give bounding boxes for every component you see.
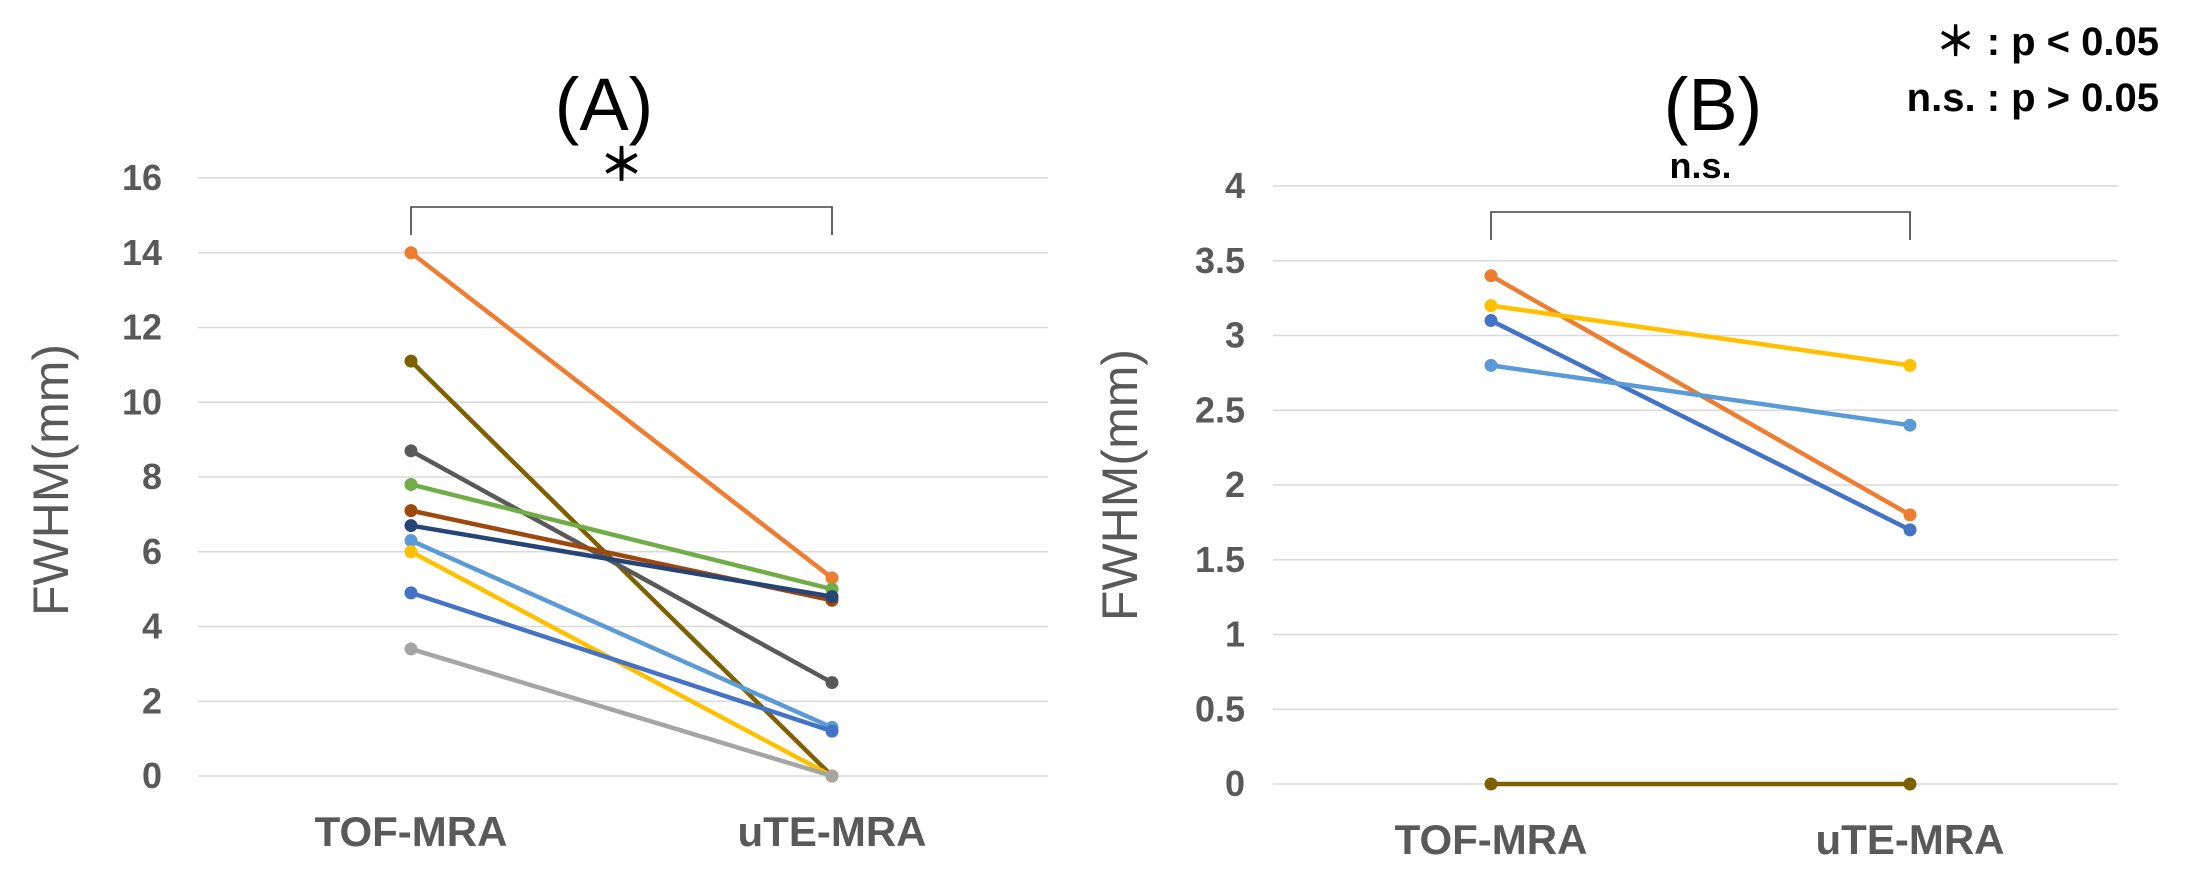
series-line [408, 590, 835, 734]
data-point [1484, 299, 1498, 313]
series-series-5 [404, 504, 839, 607]
series-line [1488, 363, 1913, 428]
y-tick-label: 14 [122, 232, 162, 273]
significance-label: n.s. [1669, 145, 1731, 186]
significance-bracket [410, 206, 833, 235]
y-tick-label: 1.5 [1195, 539, 1245, 580]
y-tick-label: 10 [122, 381, 162, 422]
data-point [404, 246, 418, 260]
chart-title: (A) [555, 63, 654, 146]
y-tick-label: 2 [142, 680, 162, 721]
chart-a: 0 2 4 6 8 10 12 14 16 TOF-MRA uTE-MRA FWHM(mm) (A)＊ [23, 63, 1048, 855]
series-series-1 [404, 246, 839, 585]
significance-bracket [1490, 211, 1911, 240]
legend-line-not-significant: n.s. : p > 0.05 [1906, 76, 2159, 120]
x-tick-label: TOF-MRA [315, 808, 508, 855]
series-line [408, 482, 835, 592]
series-series-4 [1484, 358, 1917, 432]
data-point [825, 724, 839, 738]
data-point [1484, 358, 1498, 372]
y-tick-label: 2.5 [1195, 389, 1245, 430]
data-point [404, 477, 418, 491]
data-point [1903, 358, 1917, 372]
data-point [404, 354, 418, 368]
series-series-3 [404, 444, 839, 690]
data-point [404, 444, 418, 458]
data-point [1903, 777, 1917, 791]
y-tick-label: 3.5 [1195, 240, 1245, 281]
data-point [1484, 269, 1498, 283]
data-point [404, 545, 418, 559]
data-point [404, 586, 418, 600]
data-point [1903, 523, 1917, 537]
series-series-3 [1484, 314, 1917, 537]
data-point [1903, 508, 1917, 522]
y-tick-label: 2 [1225, 464, 1245, 505]
y-tick-label: 12 [122, 307, 162, 348]
data-point [825, 571, 839, 585]
y-tick-label: 0 [142, 755, 162, 796]
series-line [408, 646, 835, 779]
x-tick-label: uTE-MRA [738, 808, 927, 855]
y-tick-label: 3 [1225, 315, 1245, 356]
y-tick-label: 4 [1225, 165, 1245, 206]
significance-label: ＊ [600, 141, 644, 190]
data-point [404, 519, 418, 533]
series-line [408, 538, 835, 730]
x-tick-label: uTE-MRA [1816, 816, 2005, 863]
y-axis-label: FWHM(mm) [1092, 349, 1148, 621]
data-point [825, 769, 839, 783]
data-point [404, 504, 418, 518]
data-point [404, 642, 418, 656]
y-tick-label: 4 [142, 606, 162, 647]
y-tick-label: 16 [122, 157, 162, 198]
y-tick-label: 0.5 [1195, 688, 1245, 729]
significance-legend: ＊ : p < 0.05 n.s. : p > 0.05 [1907, 14, 2159, 126]
data-point [1484, 314, 1498, 328]
y-tick-label: 8 [142, 456, 162, 497]
y-axis-label: FWHM(mm) [23, 344, 79, 616]
series-line [408, 523, 835, 599]
data-point [1903, 418, 1917, 432]
series-series-5 [1484, 777, 1917, 791]
series-series-9 [404, 586, 839, 738]
series-series-10 [404, 642, 839, 783]
data-point [825, 676, 839, 690]
y-tick-label: 6 [142, 531, 162, 572]
data-point [404, 534, 418, 548]
data-point [1484, 777, 1498, 791]
series-line [408, 448, 835, 685]
series-line [408, 250, 835, 581]
data-point [825, 590, 839, 604]
chart-b: 0 0.5 1 1.5 2 2.5 3 3.5 4 TOF-MRA uTE-MRA FWHM(mm) (… [1092, 63, 2118, 863]
chart-title: (B) [1664, 63, 1763, 146]
series-series-6 [404, 519, 839, 604]
series-line [1488, 318, 1913, 533]
x-tick-label: TOF-MRA [1395, 816, 1588, 863]
y-tick-label: 1 [1225, 614, 1245, 655]
series-line [1488, 303, 1913, 368]
series-series-2 [1484, 299, 1917, 372]
legend-line-significant: ＊ : p < 0.05 [1935, 20, 2159, 64]
y-tick-label: 0 [1225, 763, 1245, 804]
series-series-7 [404, 534, 839, 734]
